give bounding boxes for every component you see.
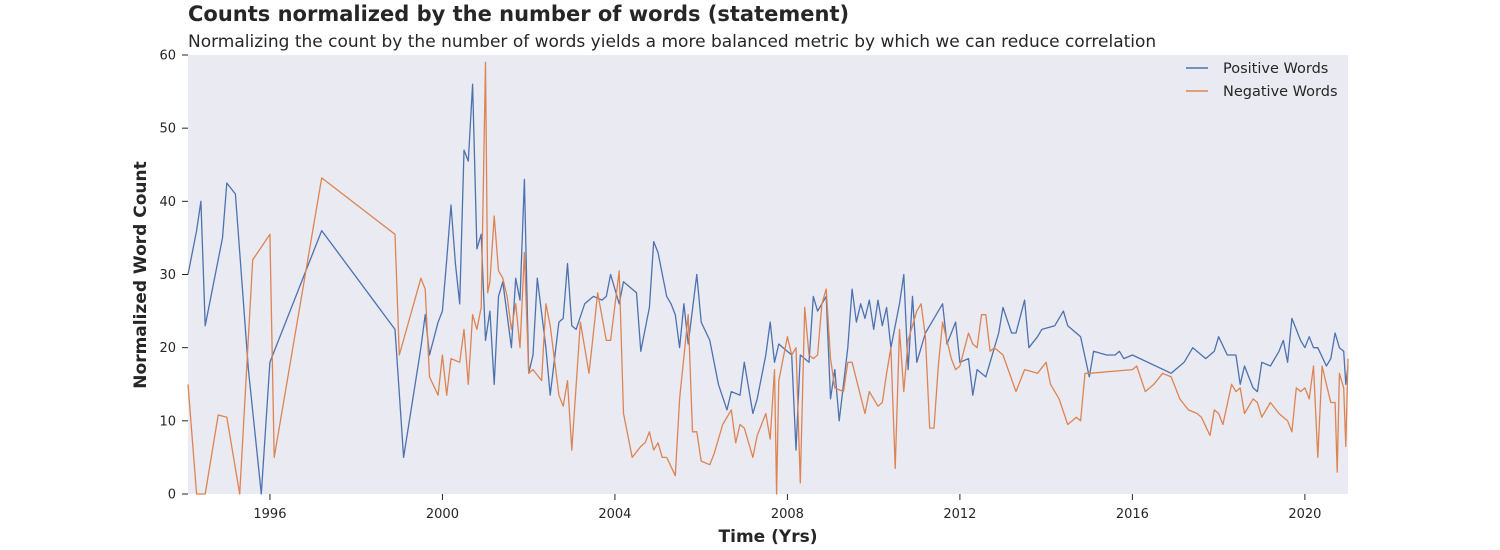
y-tick-label: 40 [159,195,176,210]
y-tick-label: 10 [159,414,176,429]
legend-label: Negative Words [1223,84,1338,100]
chart-subtitle: Normalizing the count by the number of w… [188,32,1157,52]
y-tick-label: 60 [159,49,176,64]
y-tick-label: 30 [159,268,176,283]
chart-title: Counts normalized by the number of words… [188,2,850,26]
y-axis: 0 10 20 30 40 50 60 [159,49,188,503]
series-layer [187,61,1349,495]
y-tick-label: 20 [159,341,176,356]
x-axis-label: Time (Yrs) [719,527,818,547]
y-axis-label: Normalized Word Count [131,161,151,388]
series-line-negative-words [187,61,1349,495]
x-tick-label: 2012 [943,507,976,522]
y-tick-label: 0 [168,488,176,503]
x-axis: 1996 2000 2004 2008 2012 2016 2020 [253,494,1321,522]
x-tick-label: 2000 [426,507,459,522]
x-tick-label: 2008 [771,507,804,522]
x-tick-label: 2020 [1288,507,1321,522]
x-tick-label: 1996 [253,507,286,522]
y-tick-label: 50 [159,122,176,137]
legend: Positive Words Negative Words [1186,61,1338,100]
legend-label: Positive Words [1223,61,1328,77]
series-line-positive-words [187,83,1349,495]
plot-area [188,55,1348,494]
x-tick-label: 2016 [1116,507,1149,522]
x-tick-label: 2004 [598,507,631,522]
